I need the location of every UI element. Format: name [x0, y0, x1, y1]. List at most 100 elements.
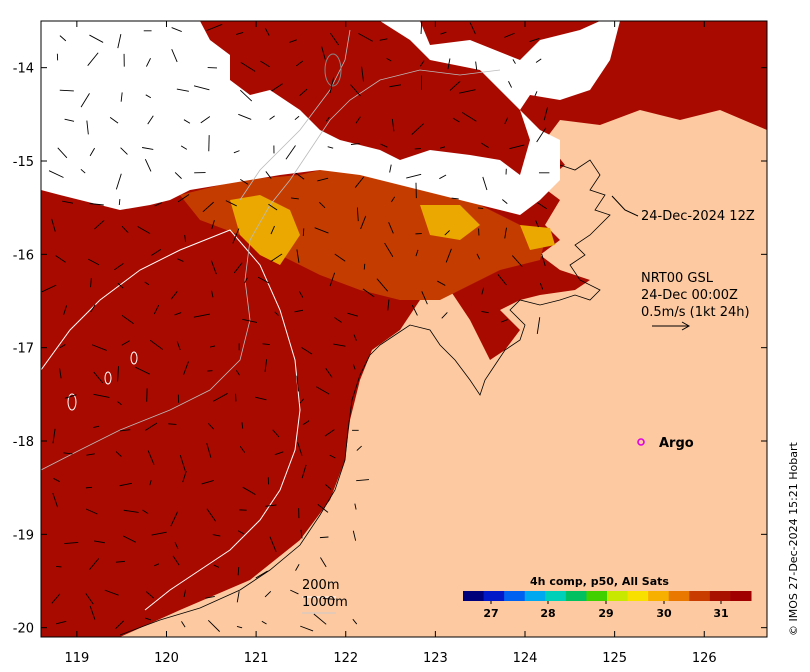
current-vector	[329, 454, 336, 459]
current-vector	[93, 393, 110, 398]
cool-yellow-patch	[420, 205, 480, 240]
current-vector	[64, 394, 77, 399]
colorbar-title: 4h comp, p50, All Sats	[530, 575, 669, 588]
current-vector	[238, 113, 252, 120]
current-vector	[327, 146, 334, 149]
current-vector	[480, 142, 489, 148]
y-tick-label: -14	[13, 62, 34, 77]
current-vector	[86, 120, 89, 135]
island-outline	[324, 53, 342, 87]
current-vector	[117, 401, 122, 406]
current-vector	[183, 361, 189, 376]
current-vector	[387, 299, 390, 311]
current-vector	[389, 164, 392, 173]
current-vector	[411, 304, 418, 316]
current-vector	[300, 529, 303, 539]
current-vector	[151, 248, 162, 256]
credit-text: © IMOS 27-Dec-2024 15:21 Hobart	[787, 441, 800, 636]
current-vector	[274, 311, 279, 316]
y-tick-label: -20	[13, 622, 34, 637]
colorbar-ticks: 27 28 29 30 31	[483, 601, 729, 620]
colorbar-tick-label: 29	[598, 607, 613, 620]
current-vector	[87, 52, 99, 66]
current-vector	[462, 112, 477, 122]
current-vector	[299, 398, 305, 404]
current-vector	[419, 60, 425, 67]
colorbar-swatch	[483, 591, 505, 601]
current-vector	[184, 234, 187, 243]
current-vector	[376, 278, 389, 292]
current-vector	[233, 262, 243, 274]
current-vector	[352, 618, 358, 625]
current-vector	[440, 31, 447, 35]
current-vector	[361, 66, 364, 82]
current-vector	[206, 443, 212, 458]
current-vector	[441, 312, 448, 319]
current-vector	[104, 589, 119, 596]
current-vector	[207, 619, 220, 632]
current-vector	[115, 451, 122, 457]
colorbar	[463, 591, 752, 601]
current-vector	[93, 371, 104, 384]
current-vector	[90, 304, 96, 313]
current-vector	[511, 255, 523, 267]
current-vector	[440, 146, 446, 149]
current-vector	[171, 27, 182, 32]
current-vector	[63, 305, 67, 316]
argo-label: Argo	[659, 436, 694, 451]
current-vector	[447, 58, 451, 70]
current-vector	[48, 170, 64, 178]
island-outline	[104, 371, 112, 385]
current-vector	[115, 620, 125, 629]
current-vector	[353, 334, 357, 341]
current-vector	[421, 291, 428, 305]
current-vector	[334, 253, 346, 262]
current-vector	[386, 57, 392, 62]
current-vector	[350, 84, 361, 97]
current-vector	[59, 35, 67, 42]
current-vector	[350, 143, 360, 145]
colorbar-swatch	[545, 591, 567, 601]
colorbar-swatch	[504, 591, 526, 601]
current-vector	[154, 202, 162, 207]
current-vector	[145, 94, 152, 99]
colorbar-swatch	[730, 591, 752, 601]
current-vector	[180, 145, 188, 150]
current-vector	[154, 563, 160, 567]
cloud-mask	[41, 21, 620, 215]
current-vector	[313, 613, 327, 625]
gsl-time: 24-Dec 00:00Z	[641, 288, 738, 303]
current-vector	[354, 503, 357, 510]
current-vector	[171, 49, 178, 63]
current-vector	[210, 260, 217, 275]
current-vector	[89, 605, 96, 620]
current-vector	[94, 219, 105, 230]
current-vector	[475, 61, 478, 71]
current-vector	[225, 200, 237, 207]
current-vector	[193, 313, 210, 318]
x-tick-label: 125	[602, 651, 627, 666]
current-vector	[117, 366, 119, 382]
current-vector	[325, 484, 332, 490]
current-vector	[420, 21, 423, 35]
current-vector	[504, 32, 515, 38]
cool-yellow-patch	[520, 225, 555, 250]
current-vector	[334, 317, 343, 323]
current-vector	[330, 33, 339, 46]
current-vector	[117, 34, 122, 49]
current-vector	[262, 343, 270, 346]
current-vector	[121, 225, 129, 233]
current-vector	[301, 347, 313, 355]
current-vector	[86, 453, 95, 456]
current-vector	[451, 197, 459, 200]
current-vector	[476, 253, 481, 260]
current-vector	[193, 85, 210, 91]
current-vector	[445, 248, 452, 263]
current-vector	[200, 116, 211, 124]
current-vector	[183, 589, 187, 598]
current-vector	[56, 620, 67, 625]
current-vector	[437, 280, 446, 286]
current-vector	[299, 88, 308, 97]
current-vector	[176, 88, 189, 92]
current-vector	[536, 127, 547, 143]
